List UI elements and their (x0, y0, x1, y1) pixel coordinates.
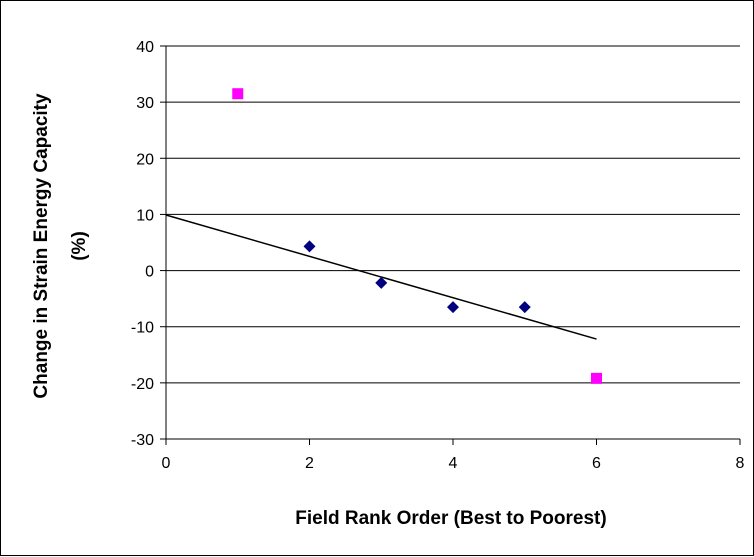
y-tick-label: -10 (131, 320, 154, 337)
tick-labels: 40 30 20 10 0 -10 -20 -30 0 2 4 6 8 (131, 39, 745, 472)
x-tick-label: 6 (592, 455, 601, 472)
x-tick-label: 2 (305, 455, 314, 472)
y-tick-label: 10 (136, 207, 154, 224)
y-tick-label: 20 (136, 151, 154, 168)
data-point-diamond (518, 301, 531, 314)
data-point-diamond (447, 301, 459, 314)
y-tick-label: 0 (145, 264, 154, 281)
x-tick-label: 4 (449, 455, 458, 472)
y-tick-label: 30 (136, 95, 154, 112)
y-tick-label: -30 (131, 432, 154, 449)
grid-lines (166, 45, 740, 440)
y-tick-label: 40 (136, 39, 154, 56)
y-axis-title: Change in Strain Energy Capacity (%) (31, 93, 90, 399)
x-tick-label: 0 (162, 455, 171, 472)
x-tick-label: 8 (736, 455, 745, 472)
data-points (232, 88, 602, 384)
data-point-diamond (303, 240, 316, 253)
axes (160, 45, 741, 445)
data-point-diamond (375, 276, 388, 289)
data-point-square (232, 88, 244, 100)
y-tick-label: -20 (131, 376, 154, 393)
y-axis-title-line-2: (%) (69, 231, 90, 261)
y-axis-title-line-1: Change in Strain Energy Capacity (31, 93, 52, 399)
data-point-square (591, 372, 602, 384)
x-axis-title: Field Rank Order (Best to Poorest) (295, 508, 606, 529)
